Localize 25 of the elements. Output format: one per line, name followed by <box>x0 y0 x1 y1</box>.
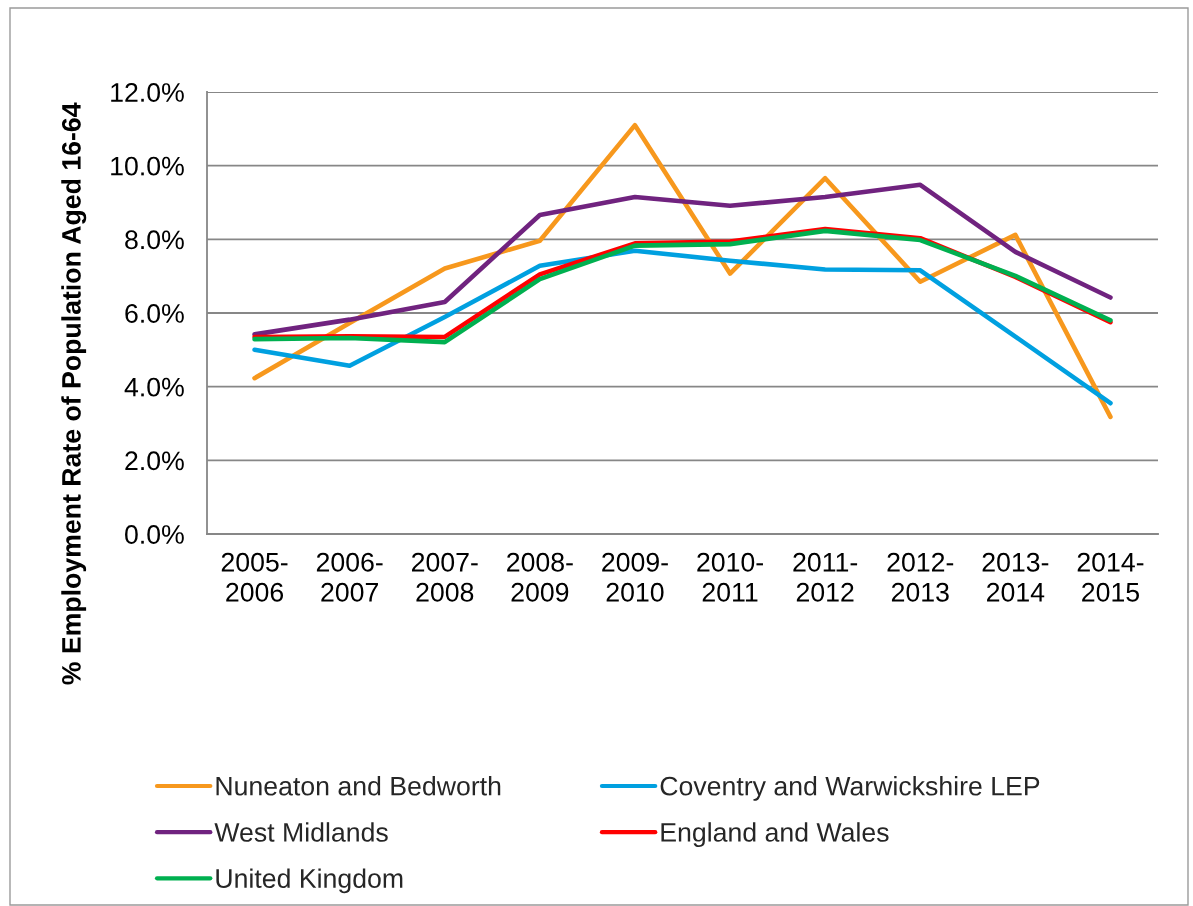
x-tick-label: 2006-2007 <box>316 552 383 602</box>
x-tick-label: 2011-2012 <box>793 552 858 602</box>
x-tick-label: 2013-2014 <box>982 552 1049 602</box>
legend-label: Coventry and Warwickshire LEP <box>660 776 1040 801</box>
legend-label: United Kingdom <box>216 868 403 894</box>
y-tick-label: 4.0% <box>124 377 184 397</box>
x-tick-label: 2008-2009 <box>507 552 573 602</box>
x-tick-label: 2007-2008 <box>411 552 478 602</box>
x-tick-label: 2009-2010 <box>602 552 668 602</box>
x-tick-label: 2010-2011 <box>697 552 763 602</box>
x-tick-label: 2005-2006 <box>221 552 288 602</box>
x-tick-label: 2012-2013 <box>887 552 954 602</box>
x-tick-label: 2014-2015 <box>1077 552 1144 602</box>
y-tick-label: 12.0% <box>111 83 184 102</box>
legend-label: England and Wales <box>661 822 889 848</box>
legend-label: Nuneaton and Bedworth <box>216 776 501 796</box>
line-series <box>252 248 1113 406</box>
y-tick-label: 2.0% <box>125 451 184 471</box>
y-axis-title: % Employment Rate of Population Aged 16-64 <box>61 102 87 685</box>
y-tick-label: 10.0% <box>111 156 184 176</box>
y-tick-label: 0.0% <box>125 525 184 544</box>
legend-label: West Midlands <box>214 822 388 842</box>
y-tick-label: 8.0% <box>125 230 184 250</box>
y-tick-label: 6.0% <box>125 304 184 323</box>
line-series <box>252 182 1113 337</box>
